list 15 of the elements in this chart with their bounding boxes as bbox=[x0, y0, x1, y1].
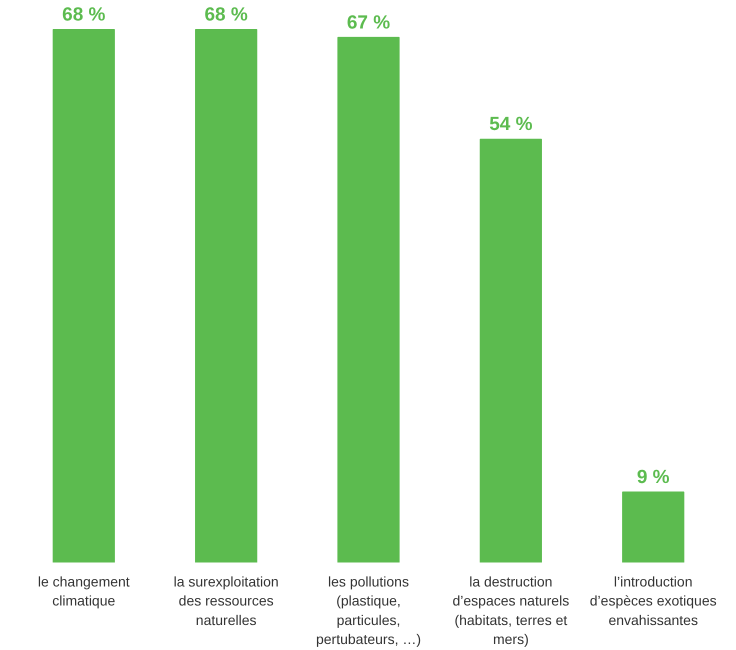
bar bbox=[480, 138, 542, 562]
data-label: 54 % bbox=[489, 114, 533, 136]
bar bbox=[52, 28, 115, 562]
x-tick-label: les pollutions (plastique, particules, pertubateurs, …) bbox=[316, 574, 422, 648]
data-label: 68 % bbox=[62, 4, 106, 26]
data-label: 67 % bbox=[346, 12, 390, 34]
x-tick-label: le changement climatique bbox=[38, 574, 130, 609]
bar bbox=[337, 36, 400, 562]
bar bbox=[622, 491, 684, 562]
x-tick-label: l’introduction d’espèces exotiques envahissantes bbox=[590, 574, 717, 628]
data-label: 9 % bbox=[636, 466, 670, 488]
data-label: 68 % bbox=[204, 4, 248, 26]
x-tick-label: la destruction d’espaces naturels (habitats, terres et mers) bbox=[452, 574, 570, 648]
bar bbox=[195, 28, 258, 562]
x-tick-label: la surexploitation des ressources naturelles bbox=[174, 574, 279, 628]
